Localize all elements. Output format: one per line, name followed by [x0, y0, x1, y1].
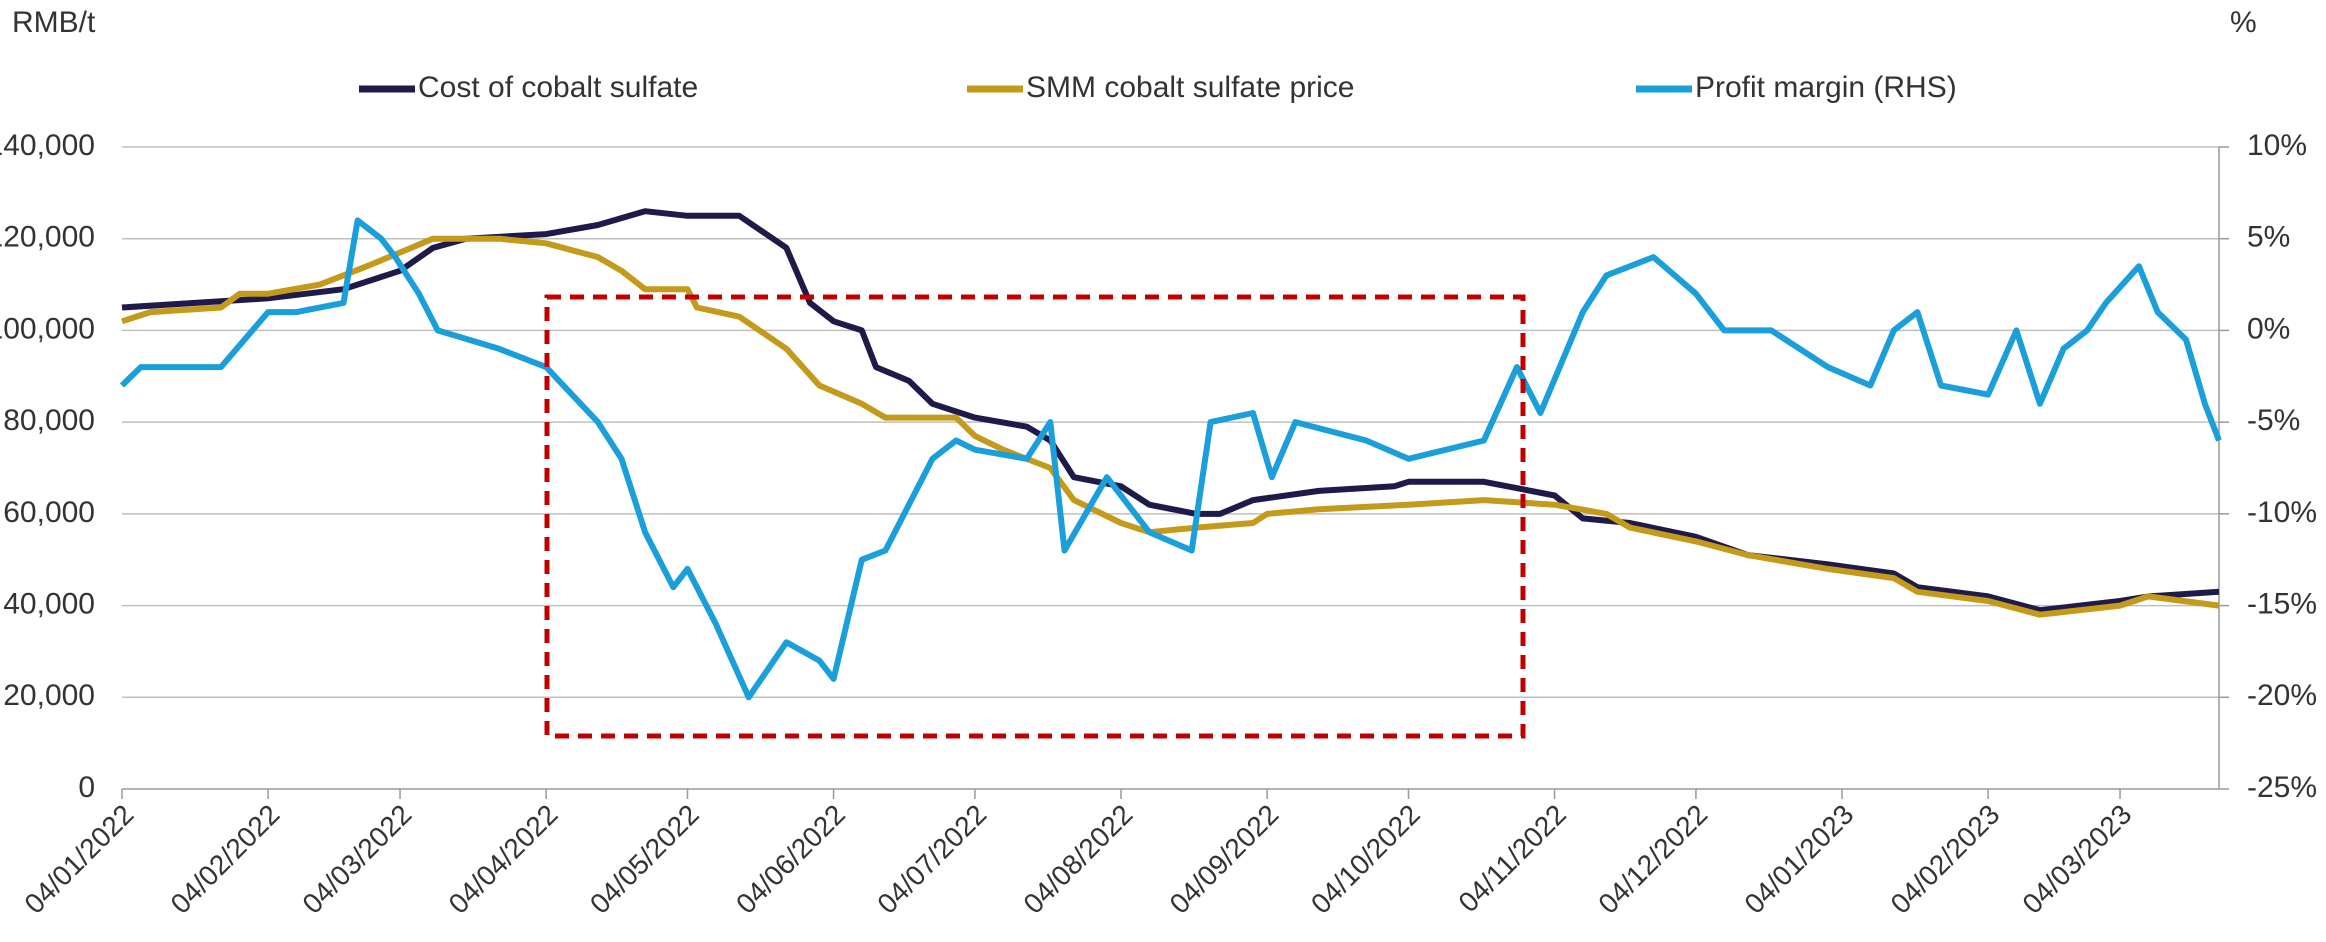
y-tick-label: 0 [78, 771, 95, 804]
x-tick-label: 04/04/2022 [443, 799, 564, 920]
y2-tick-label: -25% [2247, 771, 2317, 804]
y-tick-label: 120,000 [0, 221, 95, 254]
legend-label: SMM cobalt sulfate price [1026, 71, 1354, 104]
y-tick-label: 20,000 [3, 679, 95, 712]
x-tick-label: 04/05/2022 [584, 799, 705, 920]
y-axis-label: RMB/t [12, 6, 96, 39]
y2-tick-label: 5% [2247, 221, 2290, 254]
highlight-box [544, 294, 1526, 739]
series-line [121, 235, 2220, 618]
x-tick-label: 04/07/2022 [871, 799, 992, 920]
x-tick-label: 04/03/2023 [2016, 799, 2137, 920]
legend-label: Cost of cobalt sulfate [418, 71, 698, 104]
x-tick-label: 04/09/2022 [1164, 799, 1285, 920]
y2-tick-label: 10% [2247, 129, 2307, 162]
series-line [119, 217, 2222, 701]
x-tick-label: 04/08/2022 [1017, 799, 1138, 920]
y2-axis-label: % [2230, 6, 2257, 39]
x-tick-label: 04/10/2022 [1305, 799, 1426, 920]
x-tick-label: 04/12/2022 [1592, 799, 1713, 920]
x-tick-label: 04/03/2022 [296, 799, 417, 920]
y-tick-label: 80,000 [3, 404, 95, 437]
x-tick-label: 04/02/2023 [1885, 799, 2006, 920]
x-tick-label: 04/02/2022 [165, 799, 286, 920]
y-tick-label: 140,000 [0, 129, 95, 162]
x-tick-label: 04/01/2022 [18, 799, 139, 920]
y2-tick-label: -20% [2247, 679, 2317, 712]
y2-tick-label: -10% [2247, 496, 2317, 529]
y2-tick-label: 0% [2247, 312, 2290, 345]
series-line [121, 208, 2220, 614]
y-tick-label: 100,000 [0, 312, 95, 345]
x-tick-label: 04/11/2022 [1452, 799, 1572, 919]
x-tick-label: 04/06/2022 [730, 799, 851, 920]
x-tick-label: 04/01/2023 [1738, 799, 1859, 920]
y2-tick-label: -15% [2247, 587, 2317, 620]
y-tick-label: 60,000 [3, 496, 95, 529]
y-tick-label: 40,000 [3, 587, 95, 620]
legend-label: Profit margin (RHS) [1695, 71, 1957, 104]
y2-tick-label: -5% [2247, 404, 2300, 437]
